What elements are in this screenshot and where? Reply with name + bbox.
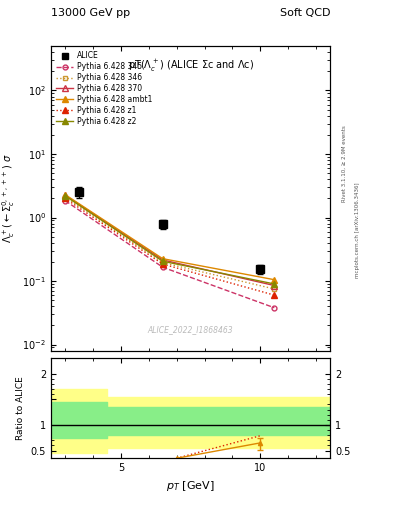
- Text: mcplots.cern.ch [arXiv:1306.3436]: mcplots.cern.ch [arXiv:1306.3436]: [355, 183, 360, 278]
- Y-axis label: $\Lambda_c^+(\leftarrow \Sigma_c^{0,+,++})$ $\sigma$: $\Lambda_c^+(\leftarrow \Sigma_c^{0,+,++…: [0, 154, 17, 243]
- Text: ALICE_2022_I1868463: ALICE_2022_I1868463: [148, 325, 233, 334]
- Text: Rivet 3.1.10, ≥ 2.9M events: Rivet 3.1.10, ≥ 2.9M events: [342, 125, 346, 202]
- Legend: ALICE, Pythia 6.428 345, Pythia 6.428 346, Pythia 6.428 370, Pythia 6.428 ambt1,: ALICE, Pythia 6.428 345, Pythia 6.428 34…: [53, 48, 156, 129]
- Y-axis label: Ratio to ALICE: Ratio to ALICE: [16, 376, 25, 440]
- Text: pT($\Lambda_c^+$) (ALICE $\Sigma$c and $\Lambda$c): pT($\Lambda_c^+$) (ALICE $\Sigma$c and $…: [127, 58, 254, 74]
- Text: Soft QCD: Soft QCD: [280, 8, 330, 18]
- Text: 13000 GeV pp: 13000 GeV pp: [51, 8, 130, 18]
- X-axis label: $p_T$ [GeV]: $p_T$ [GeV]: [166, 479, 215, 493]
